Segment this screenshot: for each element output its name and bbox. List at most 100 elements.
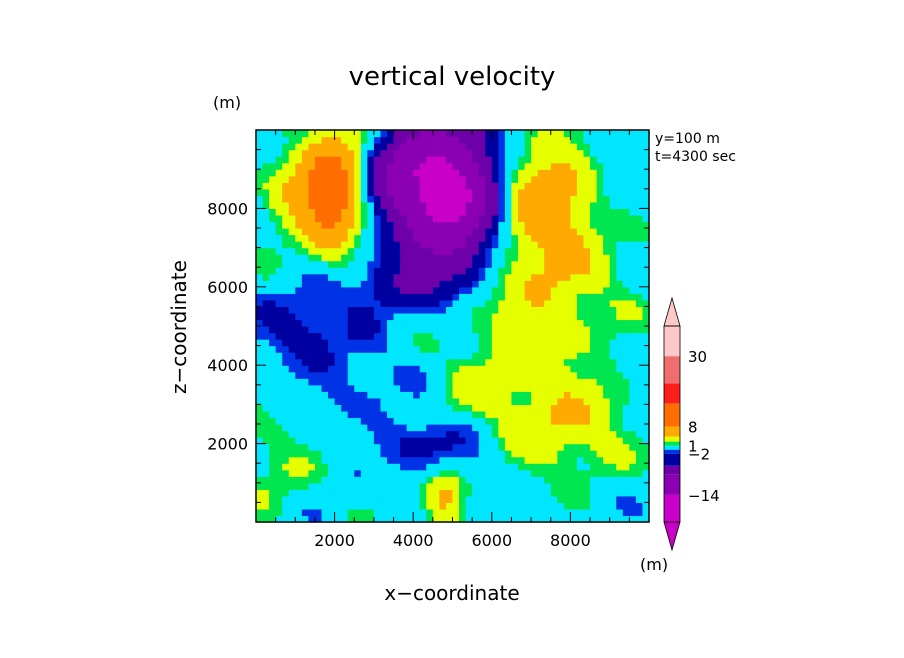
heatmap-cell — [485, 136, 493, 144]
heatmap-cell — [531, 437, 539, 445]
heatmap-cell — [341, 319, 349, 327]
heatmap-cell — [491, 489, 499, 497]
heatmap-cell — [478, 437, 486, 445]
heatmap-cell — [635, 430, 644, 438]
heatmap-cell — [439, 424, 447, 432]
heatmap-cell — [609, 156, 617, 164]
heatmap-cell — [452, 339, 460, 347]
heatmap-cell — [498, 254, 506, 262]
heatmap-cell — [642, 502, 650, 510]
heatmap-cell — [347, 417, 355, 425]
heatmap-cell — [262, 306, 270, 314]
heatmap-cell — [563, 234, 571, 242]
heatmap-cell — [583, 339, 591, 347]
heatmap-cell — [452, 286, 460, 294]
heatmap-cell — [295, 339, 303, 347]
heatmap-cell — [314, 130, 323, 138]
heatmap-cell — [524, 463, 532, 471]
heatmap-cell — [295, 443, 303, 451]
heatmap-cell — [426, 143, 434, 151]
heatmap-cell — [419, 319, 427, 327]
heatmap-cell — [426, 345, 434, 353]
heatmap-cell — [491, 143, 499, 151]
heatmap-cell — [563, 306, 571, 314]
heatmap-cell — [563, 241, 571, 249]
heatmap-cell — [498, 410, 506, 419]
heatmap-cell — [347, 273, 355, 281]
heatmap-cell — [472, 443, 480, 451]
heatmap-cell — [491, 508, 499, 517]
heatmap-cell — [393, 352, 401, 360]
heatmap-cell — [269, 228, 277, 236]
heatmap-cell — [557, 397, 565, 405]
heatmap-cell — [524, 273, 532, 281]
heatmap-cell — [288, 175, 296, 183]
heatmap-cell — [439, 384, 447, 392]
heatmap-cell — [419, 332, 427, 340]
heatmap-cell — [282, 143, 290, 151]
heatmap-cell — [406, 463, 414, 471]
heatmap-cell — [380, 254, 388, 262]
heatmap-cell — [262, 430, 270, 438]
heatmap-cell — [275, 182, 283, 190]
heatmap-cell — [419, 286, 427, 294]
heatmap-cell — [603, 201, 611, 209]
heatmap-cell — [563, 293, 571, 301]
heatmap-cell — [367, 241, 375, 249]
heatmap-cell — [518, 443, 526, 451]
heatmap-cell — [301, 214, 309, 223]
x-tick-label: 6000 — [471, 531, 512, 550]
heatmap-cell — [256, 443, 264, 451]
heatmap-cell — [590, 136, 598, 144]
heatmap-cell — [498, 424, 506, 432]
heatmap-cell — [544, 326, 552, 334]
heatmap-cell — [432, 306, 440, 314]
heatmap-cell — [360, 254, 368, 262]
heatmap-cell — [406, 267, 414, 275]
heatmap-cell — [609, 149, 617, 157]
heatmap-cell — [472, 345, 480, 353]
heatmap-cell — [341, 476, 349, 484]
heatmap-cell — [321, 424, 329, 432]
heatmap-cell — [445, 515, 454, 523]
heatmap-cell — [531, 476, 539, 484]
heatmap-cell — [465, 469, 473, 477]
heatmap-cell — [445, 489, 454, 497]
heatmap-cell — [400, 384, 408, 392]
heatmap-cell — [576, 293, 585, 301]
heatmap-cell — [328, 156, 336, 164]
heatmap-cell — [550, 169, 558, 177]
heatmap-cell — [328, 234, 336, 242]
heatmap-cell — [576, 358, 585, 366]
heatmap-cell — [537, 469, 545, 477]
heatmap-cell — [557, 469, 565, 477]
heatmap-cell — [472, 280, 480, 288]
heatmap-cell — [531, 332, 539, 340]
heatmap-cell — [622, 319, 630, 327]
heatmap-cell — [557, 156, 565, 164]
heatmap-cell — [596, 437, 604, 445]
heatmap-cell — [432, 293, 440, 301]
heatmap-cell — [616, 371, 624, 379]
heatmap-cell — [498, 384, 506, 392]
heatmap-cell — [459, 352, 467, 360]
heatmap-cell — [629, 391, 637, 399]
heatmap-cell — [360, 476, 368, 484]
heatmap-cell — [524, 358, 532, 366]
heatmap-cell — [387, 306, 395, 314]
heatmap-cell — [301, 332, 309, 340]
heatmap-cell — [308, 404, 316, 412]
heatmap-cell — [570, 267, 578, 275]
heatmap-cell — [387, 384, 395, 392]
heatmap-cell — [308, 450, 316, 458]
heatmap-cell — [393, 345, 401, 353]
heatmap-cell — [550, 280, 558, 288]
heatmap-cell — [596, 319, 604, 327]
heatmap-cell — [400, 502, 408, 510]
heatmap-cell — [445, 182, 454, 190]
heatmap-cell — [341, 339, 349, 347]
heatmap-cell — [563, 358, 571, 366]
heatmap-cell — [485, 254, 493, 262]
heatmap-cell — [531, 508, 539, 517]
heatmap-cell — [373, 286, 382, 294]
